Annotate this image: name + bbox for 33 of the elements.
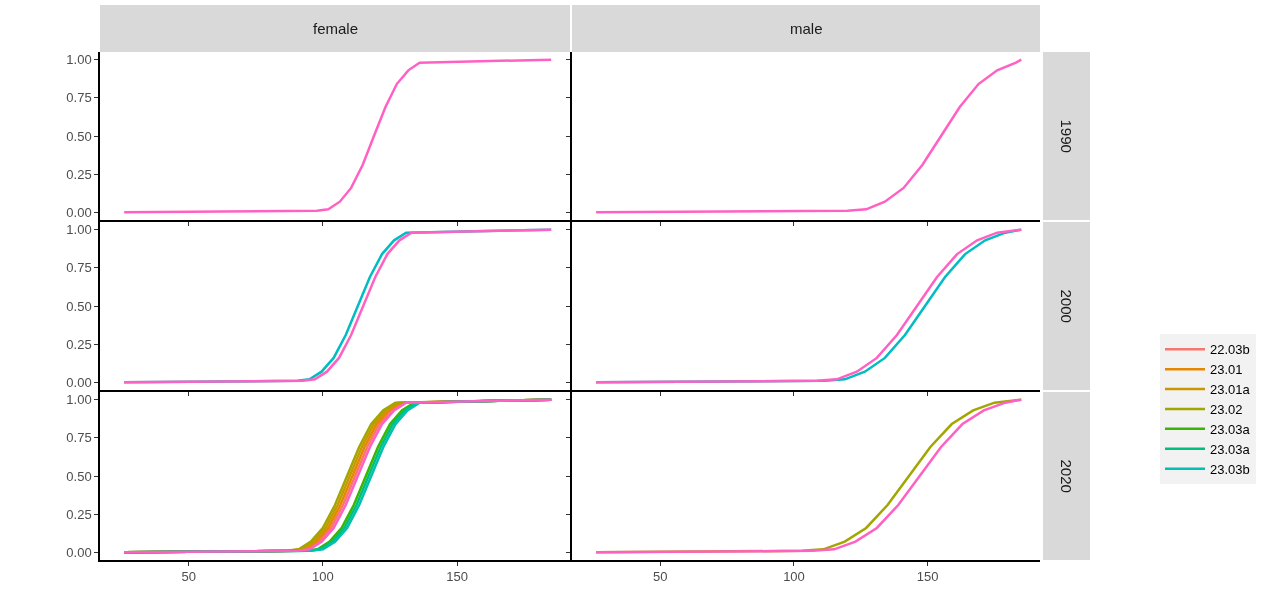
y2-axis-title: 2000 (1057, 289, 1075, 323)
y-tick-label: 0.75 (66, 260, 92, 276)
chart-title: female (313, 20, 359, 37)
legend-label: 23.01a (1210, 382, 1251, 398)
x-tick-label: 150 (916, 569, 939, 585)
legend-label: 23.03b (1210, 461, 1250, 477)
y-tick-label: 0.00 (66, 374, 92, 390)
y2-axis-title: 1990 (1057, 119, 1075, 153)
legend-label: 23.03a (1210, 441, 1251, 457)
y-tick-label: 0.25 (66, 166, 92, 182)
legend-label: 23.02 (1210, 402, 1243, 418)
y-tick-label: 0.75 (66, 430, 92, 446)
y2-axis-title: 2020 (1057, 459, 1075, 493)
y-tick-label: 0.75 (66, 90, 92, 106)
x-tick-label: 50 (181, 569, 196, 585)
legend-label: 23.01 (1210, 362, 1243, 378)
y-tick-label: 1.00 (66, 392, 92, 408)
y-tick-label: 1.00 (66, 222, 92, 238)
chart-title: male (790, 20, 823, 37)
x-tick-label: 50 (653, 569, 668, 585)
legend-label: 23.03a (1210, 421, 1251, 437)
x-tick-label: 150 (446, 569, 469, 585)
y-tick-label: 0.50 (66, 468, 92, 484)
x-tick-label: 100 (783, 569, 805, 585)
y-tick-label: 0.50 (66, 128, 92, 144)
y-tick-label: 0.25 (66, 336, 92, 352)
y-tick-label: 0.25 (66, 506, 92, 522)
y-tick-label: 0.50 (66, 298, 92, 314)
x-tick-label: 100 (312, 569, 334, 585)
y-tick-label: 0.00 (66, 204, 92, 220)
y-tick-label: 1.00 (66, 52, 92, 68)
y-tick-label: 0.00 (66, 544, 92, 560)
legend-label: 22.03b (1210, 342, 1250, 358)
